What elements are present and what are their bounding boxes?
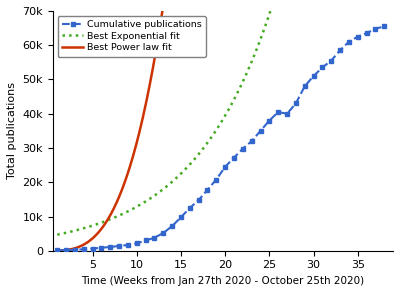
Cumulative publications xyxy=(240,147,245,150)
Cumulative publications xyxy=(81,248,86,251)
Cumulative publications xyxy=(320,66,325,69)
Cumulative publications xyxy=(72,248,77,251)
Best Exponential fit xyxy=(252,53,257,57)
Best Exponential fit xyxy=(212,131,217,134)
Cumulative publications xyxy=(364,31,369,35)
Cumulative publications xyxy=(276,110,280,114)
Cumulative publications xyxy=(346,40,351,44)
Cumulative publications xyxy=(329,59,334,62)
Y-axis label: Total publications: Total publications xyxy=(7,82,17,179)
Cumulative publications xyxy=(170,224,174,228)
Line: Best Exponential fit: Best Exponential fit xyxy=(57,0,389,235)
Cumulative publications xyxy=(152,236,157,239)
Cumulative publications xyxy=(302,85,307,88)
Best Power law fit xyxy=(55,249,60,253)
Cumulative publications xyxy=(355,35,360,38)
Legend: Cumulative publications, Best Exponential fit, Best Power law fit: Cumulative publications, Best Exponentia… xyxy=(58,16,206,57)
Cumulative publications xyxy=(285,112,290,115)
Cumulative publications xyxy=(267,119,272,122)
Cumulative publications xyxy=(196,198,201,202)
Cumulative publications xyxy=(382,25,387,28)
Cumulative publications xyxy=(249,139,254,143)
Cumulative publications xyxy=(294,102,298,105)
Line: Best Power law fit: Best Power law fit xyxy=(57,0,389,251)
Cumulative publications xyxy=(178,215,183,219)
Cumulative publications xyxy=(311,74,316,78)
Best Exponential fit xyxy=(55,233,60,236)
X-axis label: Time (Weeks from Jan 27th 2020 - October 25th 2020): Time (Weeks from Jan 27th 2020 - October… xyxy=(81,276,364,286)
Cumulative publications xyxy=(64,248,68,252)
Cumulative publications xyxy=(108,245,113,249)
Cumulative publications xyxy=(223,165,228,168)
Cumulative publications xyxy=(117,244,122,248)
Best Exponential fit xyxy=(234,93,239,96)
Cumulative publications xyxy=(134,241,139,245)
Cumulative publications xyxy=(55,249,60,252)
Cumulative publications xyxy=(214,178,219,181)
Cumulative publications xyxy=(205,188,210,192)
Cumulative publications xyxy=(338,49,342,52)
Cumulative publications xyxy=(143,239,148,242)
Cumulative publications xyxy=(126,243,130,247)
Cumulative publications xyxy=(188,206,192,210)
Best Exponential fit xyxy=(214,128,219,131)
Cumulative publications xyxy=(373,27,378,30)
Cumulative publications xyxy=(90,247,95,250)
Line: Cumulative publications: Cumulative publications xyxy=(55,24,387,253)
Cumulative publications xyxy=(258,129,263,133)
Cumulative publications xyxy=(161,231,166,235)
Cumulative publications xyxy=(232,156,236,159)
Cumulative publications xyxy=(99,246,104,249)
